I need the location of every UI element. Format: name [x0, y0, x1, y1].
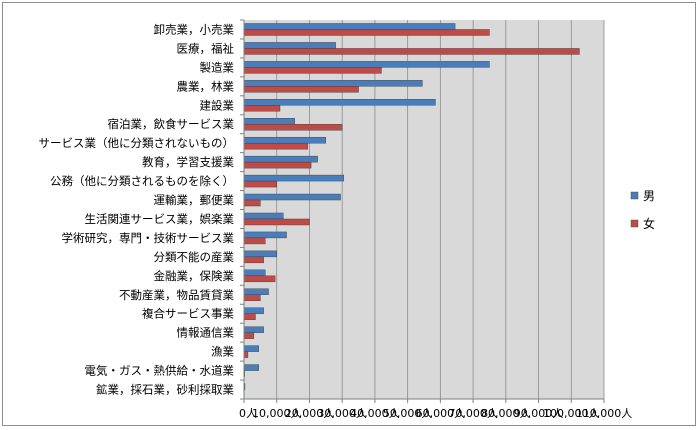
category-label: サービス業（他に分類されないもの）: [39, 136, 235, 150]
bar-female: [243, 218, 310, 226]
category-label: 学術研究，専門・技術サービス業: [62, 231, 235, 245]
x-tick-label: 60,000人: [416, 407, 466, 420]
bar-female: [243, 351, 249, 358]
legend-label: 女: [643, 216, 655, 231]
bar-male: [243, 80, 423, 87]
bar-female: [243, 237, 266, 245]
bar-female: [243, 124, 343, 131]
category-label: 建設業: [200, 98, 235, 112]
bar-female: [243, 294, 261, 301]
category-label: 農業，林業: [177, 79, 235, 93]
chart-frame: 卸売業，小売業医療，福祉製造業農業，林業建設業宿泊業，飲食サービス業サービス業（…: [2, 2, 696, 426]
category-label: 漁業: [211, 345, 234, 359]
category-label: 製造業: [200, 60, 235, 74]
bar-male: [243, 99, 436, 106]
bar-female: [243, 275, 276, 283]
bar-male: [243, 326, 264, 333]
category-label: 情報通信業: [177, 326, 235, 340]
bar-female: [243, 29, 490, 36]
category-label: 分類不能の産業: [154, 250, 235, 264]
bar-male: [243, 193, 341, 201]
x-tick-labels: 0人10,000人20,000人30,000人40,000人50,000人60,…: [239, 407, 632, 420]
bar-male: [243, 307, 264, 314]
bar-female: [243, 332, 255, 339]
legend-swatch: [630, 191, 639, 200]
bar-female: [243, 67, 382, 74]
bar-female: [243, 161, 312, 169]
bar-female: [243, 105, 281, 112]
category-label: 複合サービス事業: [142, 307, 234, 321]
bar-female: [243, 199, 261, 207]
x-tick-label: 80,000人: [481, 407, 531, 420]
bar-male: [243, 364, 259, 371]
legend: 男女: [630, 189, 655, 231]
category-label: 鉱業，採石業，砂利採取業: [96, 383, 234, 397]
bar-male: [243, 269, 266, 277]
plot-area: [244, 20, 604, 399]
bar-male: [243, 174, 345, 182]
bar-female: [243, 86, 359, 93]
category-label: 不動産業，物品賃貸業: [119, 288, 234, 302]
x-tick-label: 20,000人: [285, 407, 335, 420]
x-tick-label: 30,000人: [317, 407, 367, 420]
bar-female: [243, 180, 277, 188]
x-tick-label: 70,000人: [448, 407, 498, 420]
bar-chart: 卸売業，小売業医療，福祉製造業農業，林業建設業宿泊業，飲食サービス業サービス業（…: [39, 19, 655, 420]
bar-male: [243, 231, 287, 239]
x-tick-label: 0人: [239, 407, 257, 420]
bar-male: [243, 136, 327, 144]
x-tick-label: 10,000人: [252, 407, 302, 420]
bar-female: [243, 313, 256, 320]
bar-female: [243, 48, 580, 55]
x-tick-label: 110,000人: [576, 407, 633, 420]
bar-male: [243, 288, 269, 295]
legend-swatch: [630, 219, 639, 228]
bar-male: [243, 23, 456, 30]
bar-male: [243, 155, 318, 163]
category-label: 公務（他に分類されるものを除く）: [50, 174, 234, 188]
bar-female: [243, 142, 309, 150]
bar-male: [243, 42, 336, 49]
bar-male: [243, 345, 259, 352]
legend-label: 男: [643, 189, 655, 203]
x-tick-label: 50,000人: [383, 407, 433, 420]
bar-female: [243, 256, 264, 264]
category-labels: 卸売業，小売業医療，福祉製造業農業，林業建設業宿泊業，飲食サービス業サービス業（…: [39, 22, 235, 396]
x-tick-label: 40,000人: [350, 407, 400, 420]
bar-male: [243, 250, 277, 258]
category-label: 運輸業，郵便業: [154, 193, 235, 207]
category-label: 生活関連サービス業，娯楽業: [85, 212, 235, 226]
x-tick-label: 90,000人: [514, 407, 564, 420]
category-label: 電気・ガス・熱供給・水道業: [85, 364, 235, 378]
category-label: 教育，学習支援業: [142, 155, 234, 169]
bar-male: [243, 212, 284, 220]
category-label: 医療，福祉: [177, 41, 235, 55]
category-label: 卸売業，小売業: [154, 22, 235, 36]
x-tick-label: 100,000人: [543, 407, 600, 420]
bar-male: [243, 118, 295, 125]
axes: [240, 19, 605, 403]
category-label: 宿泊業，飲食サービス業: [108, 117, 235, 131]
category-label: 金融業，保険業: [154, 269, 235, 283]
bar-male: [243, 61, 490, 68]
